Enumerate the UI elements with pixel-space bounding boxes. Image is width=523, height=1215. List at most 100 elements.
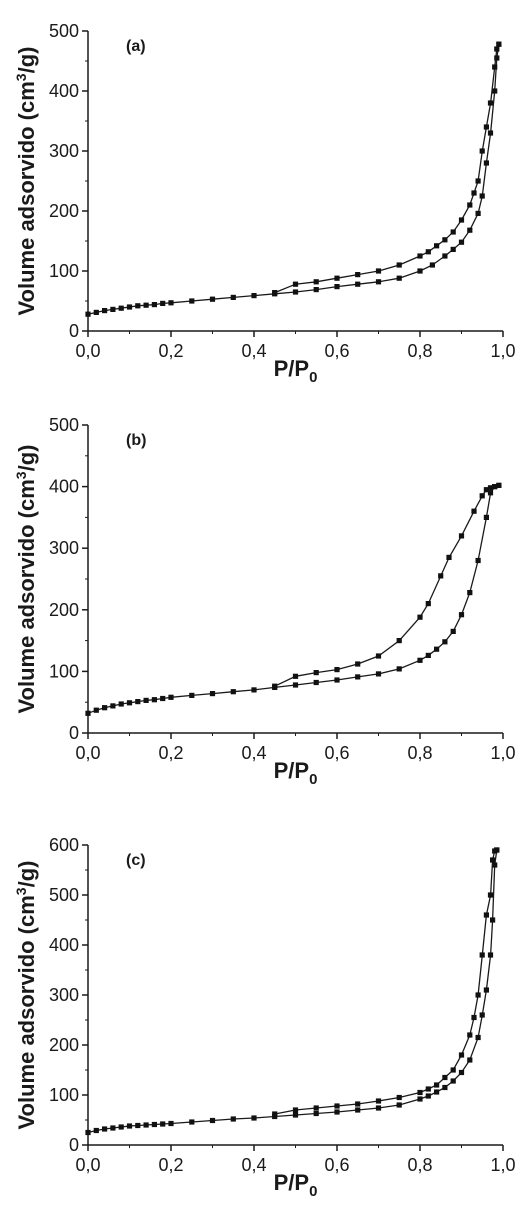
y-axis-label-main: Volume adsorvido (cm (14, 81, 39, 315)
data-point (160, 695, 166, 702)
x-tick-label: 0,4 (241, 1155, 266, 1175)
data-point (209, 296, 216, 302)
data-point (483, 514, 489, 520)
x-tick-label: 0,4 (241, 341, 266, 361)
data-point (135, 1122, 141, 1129)
data-point (446, 554, 452, 560)
x-axis-label-main: P/P (274, 758, 309, 783)
y-tick-label: 100 (49, 261, 79, 281)
data-point (251, 293, 257, 299)
data-point (496, 482, 502, 488)
y-axis-label-superscript: 3 (13, 471, 29, 479)
data-point (135, 303, 141, 309)
data-point (313, 1110, 319, 1117)
data-point (168, 694, 174, 700)
data-point (487, 130, 494, 136)
data-point (168, 300, 174, 306)
data-point (355, 674, 361, 680)
data-point (434, 646, 440, 652)
data-point (118, 701, 124, 707)
data-point (313, 1105, 319, 1111)
y-axis-label-tail: /g) (14, 47, 39, 74)
panel-label: (c) (126, 852, 146, 869)
data-point (417, 614, 423, 620)
y-tick-label: 400 (49, 81, 79, 101)
x-axis-label: P/P0 (274, 758, 318, 788)
x-tick-label: 0,2 (158, 743, 183, 763)
series-line-1 (274, 484, 500, 687)
data-point (334, 284, 340, 290)
data-point (292, 1107, 299, 1113)
x-tick-label: 0,6 (324, 1155, 349, 1175)
data-point (475, 1034, 481, 1041)
data-point (494, 55, 500, 61)
data-point (355, 1101, 361, 1107)
x-axis-label-subscript: 0 (309, 1183, 317, 1200)
y-tick-label: 200 (49, 1035, 79, 1055)
x-tick-label: 0,8 (407, 341, 432, 361)
data-point (355, 661, 361, 667)
data-point (475, 210, 481, 216)
data-point (479, 493, 485, 499)
data-point (126, 1123, 133, 1129)
data-point (313, 287, 319, 293)
data-point (102, 705, 108, 711)
data-point (126, 304, 133, 310)
data-point (494, 46, 500, 52)
data-point (110, 306, 116, 312)
data-point (434, 1089, 440, 1095)
data-point (490, 857, 496, 863)
y-axis-label-main: Volume adsorvido (cm (14, 479, 39, 713)
y-tick-label: 400 (49, 477, 79, 497)
data-point (189, 298, 195, 304)
x-axis-label-main: P/P (274, 356, 309, 381)
data-point (475, 178, 481, 184)
data-point (251, 687, 257, 693)
y-axis-label: Volume adsorvido (cm3/g) (13, 861, 39, 1130)
data-point (458, 612, 465, 618)
data-point (487, 952, 494, 958)
y-tick-label: 0 (69, 1135, 79, 1155)
data-point (475, 992, 481, 998)
data-point (417, 268, 423, 274)
data-point (417, 253, 423, 259)
y-axis-label: Volume adsorvido (cm3/g) (13, 445, 39, 714)
y-axis-label-superscript: 3 (13, 887, 29, 895)
data-point (160, 300, 166, 306)
x-axis-label-main: P/P (274, 1170, 309, 1195)
data-point (467, 227, 473, 233)
data-point (110, 703, 116, 709)
y-tick-label: 200 (49, 201, 79, 221)
data-point (483, 160, 489, 166)
data-point (375, 1105, 382, 1111)
data-point (496, 41, 502, 47)
data-point (492, 848, 498, 854)
data-point (458, 239, 465, 245)
x-tick-label: 0,0 (75, 341, 100, 361)
x-tick-label: 0,2 (158, 1155, 183, 1175)
x-tick-label: 0,2 (158, 341, 183, 361)
data-point (417, 657, 423, 663)
data-point (396, 1102, 402, 1108)
data-point (471, 1014, 477, 1021)
data-point (487, 892, 494, 898)
data-point (375, 1098, 382, 1104)
y-axis-label-tail: /g) (14, 445, 39, 472)
y-tick-label: 300 (49, 141, 79, 161)
data-point (467, 590, 473, 596)
data-point (425, 601, 431, 607)
data-point (168, 1120, 174, 1127)
data-point (467, 1032, 473, 1038)
y-tick-label: 0 (69, 321, 79, 341)
data-point (450, 1078, 456, 1084)
data-point (442, 237, 448, 243)
data-point (151, 1121, 157, 1128)
data-point (292, 289, 299, 295)
data-point (143, 1122, 149, 1128)
data-point (492, 64, 498, 70)
x-tick-label: 0,0 (75, 743, 100, 763)
data-point (490, 917, 496, 923)
data-point (479, 148, 485, 154)
data-point (151, 697, 157, 703)
